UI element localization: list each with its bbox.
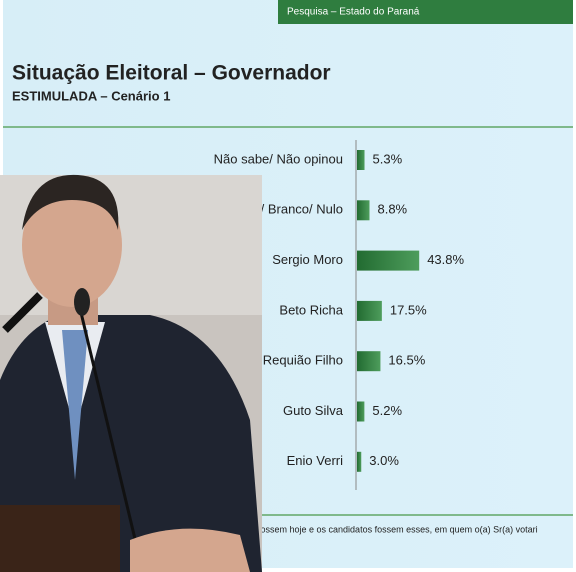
photo <box>0 174 262 572</box>
value-label: 3.0% <box>369 453 399 468</box>
footnote: fossem hoje e os candidatos fossem esses… <box>258 524 538 534</box>
value-label: 43.8% <box>427 252 464 267</box>
header-text: Pesquisa – Estado do Paraná <box>287 7 420 18</box>
value-label: 17.5% <box>390 302 427 317</box>
chart-subtitle: ESTIMULADA – Cenário 1 <box>12 88 170 103</box>
value-label: 8.8% <box>377 202 407 217</box>
category-label: Enio Verri <box>287 453 343 468</box>
category-label: Não sabe/ Não opinou <box>214 151 343 166</box>
bar <box>357 451 362 472</box>
value-label: 5.2% <box>372 403 402 418</box>
category-label: Guto Silva <box>283 403 344 418</box>
category-label: Sergio Moro <box>272 252 343 267</box>
value-label: 16.5% <box>388 353 425 368</box>
category-label: Requião Filho <box>263 353 343 368</box>
bar <box>357 250 420 271</box>
header-bar <box>278 0 573 24</box>
value-label: 5.3% <box>373 151 403 166</box>
bar <box>357 200 370 221</box>
bar <box>357 300 382 321</box>
bar <box>357 351 381 372</box>
chart-title: Situação Eleitoral – Governador <box>12 62 331 85</box>
bar <box>357 150 365 170</box>
bar <box>357 401 365 422</box>
bars: Não sabe/ Não opinou 5.3%Nenhum/ Branco/ … <box>211 150 464 472</box>
category-label: Beto Richa <box>279 302 343 317</box>
